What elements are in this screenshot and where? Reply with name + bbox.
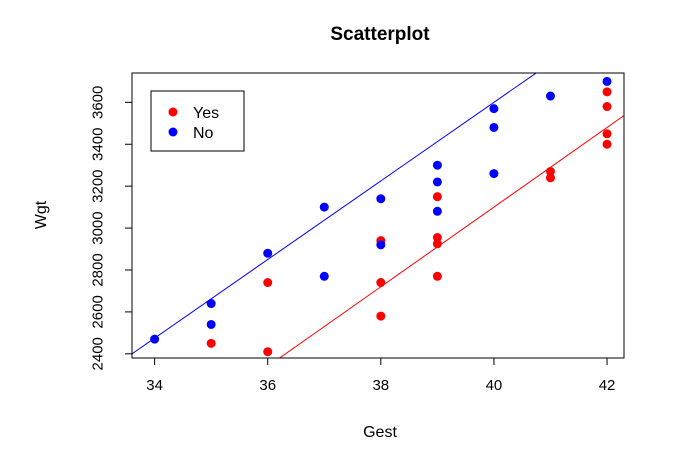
data-point-yes [432, 271, 442, 281]
data-point-no [432, 206, 442, 216]
data-point-no [376, 194, 386, 204]
data-point-yes [602, 102, 612, 112]
data-point-no [489, 169, 499, 179]
data-point-no [602, 76, 612, 86]
y-tick-label: 3400 [90, 128, 107, 161]
legend-yes-marker [168, 107, 178, 117]
y-tick-label: 3200 [90, 169, 107, 202]
data-point-no [319, 202, 329, 212]
legend-yes-label: Yes [193, 105, 219, 122]
data-point-yes [376, 311, 386, 321]
y-tick-label: 2400 [90, 337, 107, 370]
x-tick-label: 42 [599, 377, 616, 394]
data-point-no [206, 319, 216, 329]
data-point-yes [263, 278, 273, 288]
data-point-yes [432, 233, 442, 243]
y-tick-label: 3600 [90, 86, 107, 119]
plot-frame [131, 72, 625, 359]
data-point-yes [263, 347, 273, 357]
x-tick-label: 36 [259, 377, 276, 394]
y-tick-label: 2800 [90, 253, 107, 286]
data-point-no [489, 104, 499, 114]
chart-title: Scatterplot [330, 24, 430, 45]
data-point-yes [602, 87, 612, 97]
y-tick-label: 3000 [90, 211, 107, 244]
y-axis: 2400 2600 2800 3000 3200 3400 3600 [90, 86, 132, 370]
data-point-yes [206, 338, 216, 348]
data-point-no [489, 122, 499, 132]
legend: Yes No [150, 90, 245, 152]
y-tick-label: 2600 [90, 295, 107, 328]
data-point-no [376, 240, 386, 250]
fit-line-no [132, 73, 538, 355]
legend-box [150, 90, 245, 152]
data-point-no [319, 271, 329, 281]
x-axis: 34 36 38 40 42 [146, 358, 615, 394]
data-point-no [432, 177, 442, 187]
data-point-yes [602, 129, 612, 139]
data-point-no [545, 91, 555, 101]
data-point-no [150, 334, 160, 344]
legend-no-marker [168, 127, 178, 137]
legend-no-label: No [193, 125, 214, 142]
data-point-yes [545, 166, 555, 176]
x-tick-label: 40 [486, 377, 503, 394]
x-axis-label: Gest [363, 424, 397, 441]
data-point-yes [545, 173, 555, 183]
data-point-yes [432, 192, 442, 202]
data-points [150, 76, 612, 357]
fit-line-yes [278, 115, 624, 358]
x-tick-label: 38 [372, 377, 389, 394]
data-point-yes [376, 278, 386, 288]
y-axis-label: Wgt [33, 200, 50, 229]
data-point-no [263, 248, 273, 258]
data-point-yes [602, 139, 612, 149]
x-tick-label: 34 [146, 377, 163, 394]
data-point-no [432, 160, 442, 170]
fit-lines [132, 73, 624, 358]
data-point-yes [432, 239, 442, 249]
data-point-no [206, 299, 216, 309]
